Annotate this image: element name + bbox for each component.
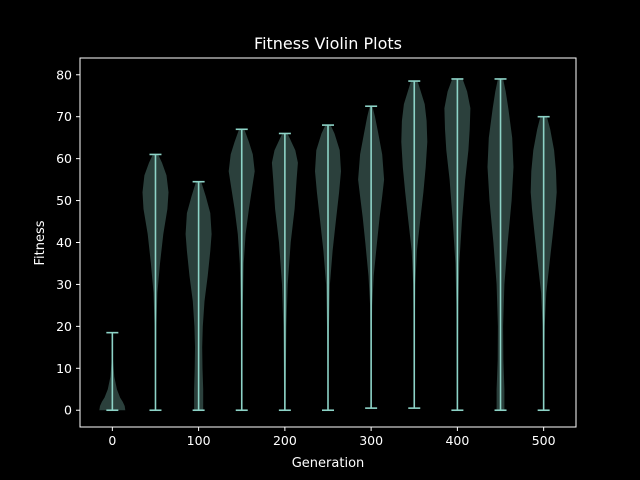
x-tick-label-100: 100 (187, 433, 211, 448)
y-tick-label-10: 10 (56, 361, 72, 376)
violin-500 (530, 115, 557, 412)
violin-300 (358, 105, 385, 409)
violin-200 (271, 132, 298, 412)
violin-100 (185, 180, 212, 412)
x-tick-label-500: 500 (532, 433, 556, 448)
violin-400 (444, 78, 471, 412)
y-tick-label-50: 50 (56, 193, 72, 208)
y-tick-label-60: 60 (56, 151, 72, 166)
x-tick-label-200: 200 (273, 433, 297, 448)
x-tick-label-0: 0 (108, 433, 116, 448)
y-tick-label-40: 40 (56, 235, 72, 250)
chart-title: Fitness Violin Plots (254, 34, 402, 53)
y-axis-label: Fitness (33, 220, 48, 265)
violin-350 (401, 80, 428, 409)
x-tick-label-400: 400 (445, 433, 469, 448)
y-tick-label-70: 70 (56, 109, 72, 124)
y-axis: 0 10 20 30 40 50 60 70 80 (56, 67, 80, 418)
violin-450 (487, 78, 514, 412)
y-tick-label-0: 0 (64, 403, 72, 418)
x-axis-label: Generation (292, 456, 365, 471)
violin-150 (228, 128, 255, 412)
y-tick-label-80: 80 (56, 67, 72, 82)
x-axis: 0 100 200 300 400 500 (108, 427, 556, 448)
violin-0 (99, 331, 126, 412)
y-tick-label-20: 20 (56, 319, 72, 334)
y-tick-label-30: 30 (56, 277, 72, 292)
violin-250 (315, 124, 341, 412)
x-tick-label-300: 300 (359, 433, 383, 448)
violin-series-group (99, 78, 557, 412)
violin-50 (142, 153, 169, 412)
